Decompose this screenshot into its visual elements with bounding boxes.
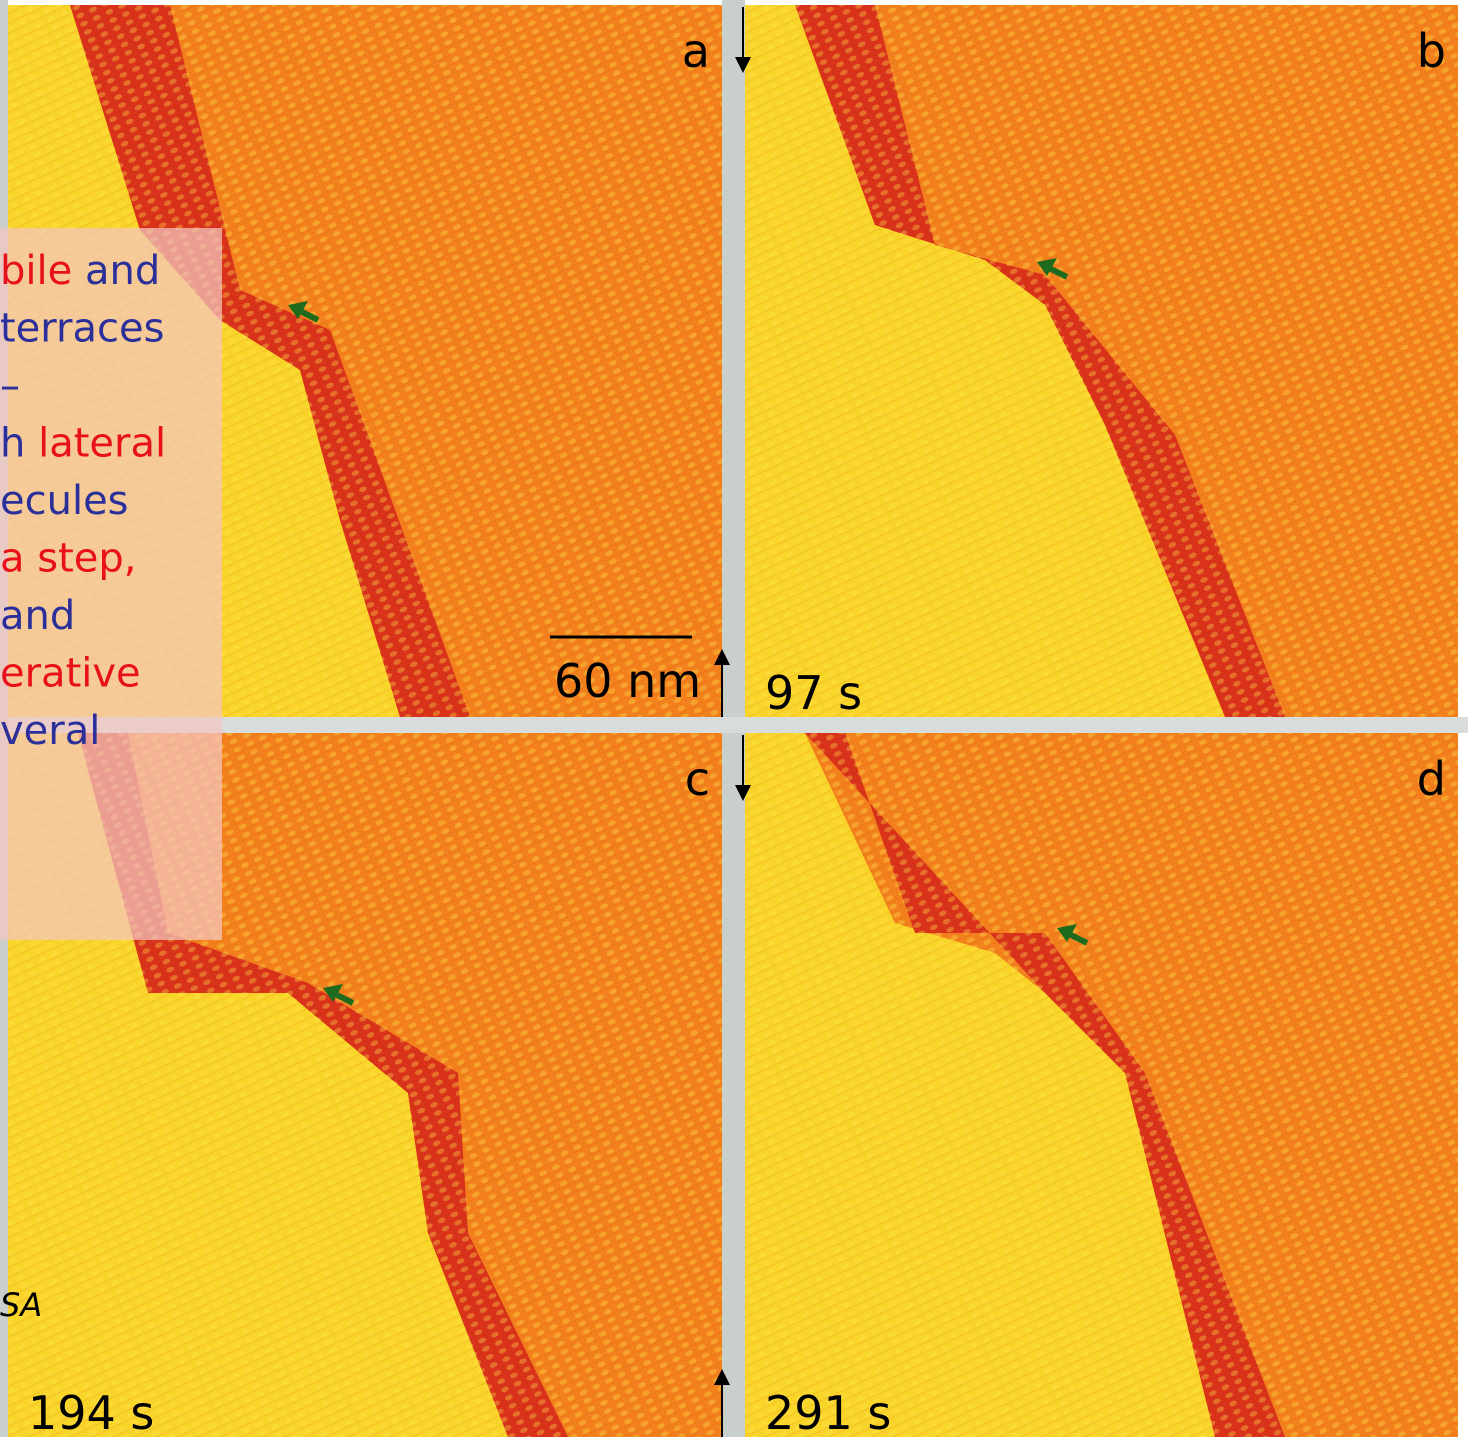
footnote: SA [0, 1286, 42, 1324]
overlay-text: and [72, 248, 160, 294]
panel-label: c [685, 752, 710, 806]
overlay-text: erative [0, 651, 141, 697]
panel-label: d [1417, 752, 1446, 806]
green-arrow-head [288, 301, 308, 319]
overlay-text: – [0, 363, 20, 409]
time-label: 291 s [765, 1386, 891, 1437]
overlay-line: and [0, 593, 75, 639]
overlay-text: and [0, 593, 75, 639]
overlay-text: h [0, 421, 25, 467]
panel-label: b [1417, 24, 1446, 78]
overlay-text: lateral [25, 421, 166, 467]
overlay-text: terraces [0, 306, 164, 352]
overlay-box [0, 228, 222, 940]
overlay-line: terraces [0, 306, 164, 352]
overlay-text: ecules [0, 478, 129, 524]
time-label: 194 s [28, 1386, 154, 1437]
image-panel: d 291 s [735, 733, 1458, 1437]
green-arrow-head [1037, 258, 1057, 276]
overlay-text: a step, [0, 536, 136, 582]
overlay-line: veral [0, 708, 100, 754]
image-panel: b 97 s [735, 5, 1458, 720]
surface-texture [745, 733, 1458, 1437]
overlay-text: bile [0, 248, 72, 294]
text-overlay: bile and terraces – h lateral ecules a step, a… [0, 228, 222, 1324]
green-arrow-head [323, 984, 343, 1002]
overlay-line: a step, [0, 536, 136, 582]
overlay-text: veral [0, 708, 100, 754]
green-arrow-head [1057, 924, 1077, 942]
time-label: 97 s [765, 666, 862, 720]
overlay-line: erative [0, 651, 141, 697]
overlay-line: – [0, 363, 20, 409]
panel-label: a [682, 24, 710, 78]
divider [0, 717, 1468, 733]
scale-bar-label: 60 nm [554, 654, 701, 708]
overlay-line: bile and [0, 248, 160, 294]
surface-texture [745, 5, 1458, 717]
overlay-line: ecules [0, 478, 129, 524]
overlay-line: h lateral [0, 421, 166, 467]
